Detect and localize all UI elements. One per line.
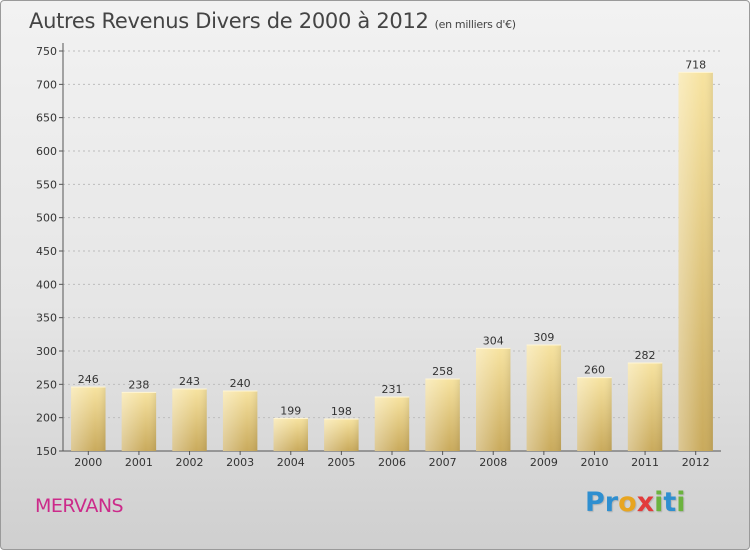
y-tick-label: 500 [36, 212, 57, 225]
logo-letter: i [654, 487, 664, 518]
y-tick-label: 550 [36, 178, 57, 191]
y-tick-label: 700 [36, 78, 57, 91]
bars: 246 238 243 240 199 198 231 258 304 309 260 282 718 [71, 58, 713, 451]
bar-value-label: 238 [128, 378, 149, 391]
bar-value-label: 309 [533, 331, 554, 344]
chart-title: Autres Revenus Divers de 2000 à 2012 (en … [29, 9, 516, 33]
x-tick-label: 2006 [378, 456, 406, 469]
bar-highlight [627, 363, 663, 451]
y-tick-label: 250 [36, 378, 57, 391]
x-tick-label: 2011 [631, 456, 659, 469]
bar-value-label: 718 [685, 58, 706, 71]
bar-value-label: 260 [584, 364, 605, 377]
logo-letter: o [618, 487, 637, 518]
bar-highlight [374, 397, 410, 451]
logo-letter: x [636, 487, 655, 518]
bar-value-label: 304 [483, 334, 504, 347]
y-tick-label: 750 [36, 45, 57, 58]
bar-value-label: 231 [382, 383, 403, 396]
bar-value-label: 199 [280, 404, 301, 417]
y-tick-label: 400 [36, 278, 57, 291]
y-tick-label: 350 [36, 312, 57, 325]
bar-highlight [71, 387, 106, 451]
bar-value-label: 198 [331, 405, 352, 418]
x-tick-label: 2008 [479, 456, 507, 469]
x-tick-label: 2004 [277, 456, 305, 469]
logo-letter: t [663, 487, 677, 518]
x-tick-label: 2012 [682, 456, 710, 469]
bar-value-label: 282 [635, 349, 656, 362]
proxiti-logo: Proxiti [585, 487, 686, 518]
bar-value-label: 258 [432, 365, 453, 378]
bar-highlight [324, 419, 359, 451]
logo-letter: i [676, 487, 686, 518]
bar-highlight [222, 391, 258, 451]
bar-highlight [526, 345, 562, 451]
chart-subtitle: (en milliers d'€) [434, 18, 516, 31]
bar-value-label: 246 [78, 373, 99, 386]
x-tick-label: 2009 [530, 456, 558, 469]
commune-name: MERVANS [35, 495, 124, 517]
y-tick-label: 600 [36, 145, 57, 158]
bar-highlight [425, 379, 460, 451]
x-tick-label: 2002 [176, 456, 204, 469]
x-tick-label: 2001 [125, 456, 153, 469]
y-tick-label: 200 [36, 412, 57, 425]
y-tick-label: 150 [36, 445, 57, 458]
bar-highlight [678, 72, 713, 451]
x-tick-label: 2000 [74, 456, 102, 469]
y-tick-label: 450 [36, 245, 57, 258]
x-tick-label: 2010 [580, 456, 608, 469]
logo-letter: r [604, 487, 619, 518]
x-tick-label: 2007 [429, 456, 457, 469]
x-tick-label: 2005 [327, 456, 355, 469]
y-tick-label: 650 [36, 112, 57, 125]
x-tick-label: 2003 [226, 456, 254, 469]
bar-value-label: 240 [230, 377, 251, 390]
bar-highlight [273, 418, 308, 451]
logo-letter: P [585, 487, 605, 518]
bar-highlight [121, 392, 157, 451]
bar-value-label: 243 [179, 375, 200, 388]
bar-highlight [172, 389, 207, 451]
bar-highlight [476, 348, 511, 451]
bar-highlight [577, 377, 612, 451]
y-tick-label: 300 [36, 345, 57, 358]
